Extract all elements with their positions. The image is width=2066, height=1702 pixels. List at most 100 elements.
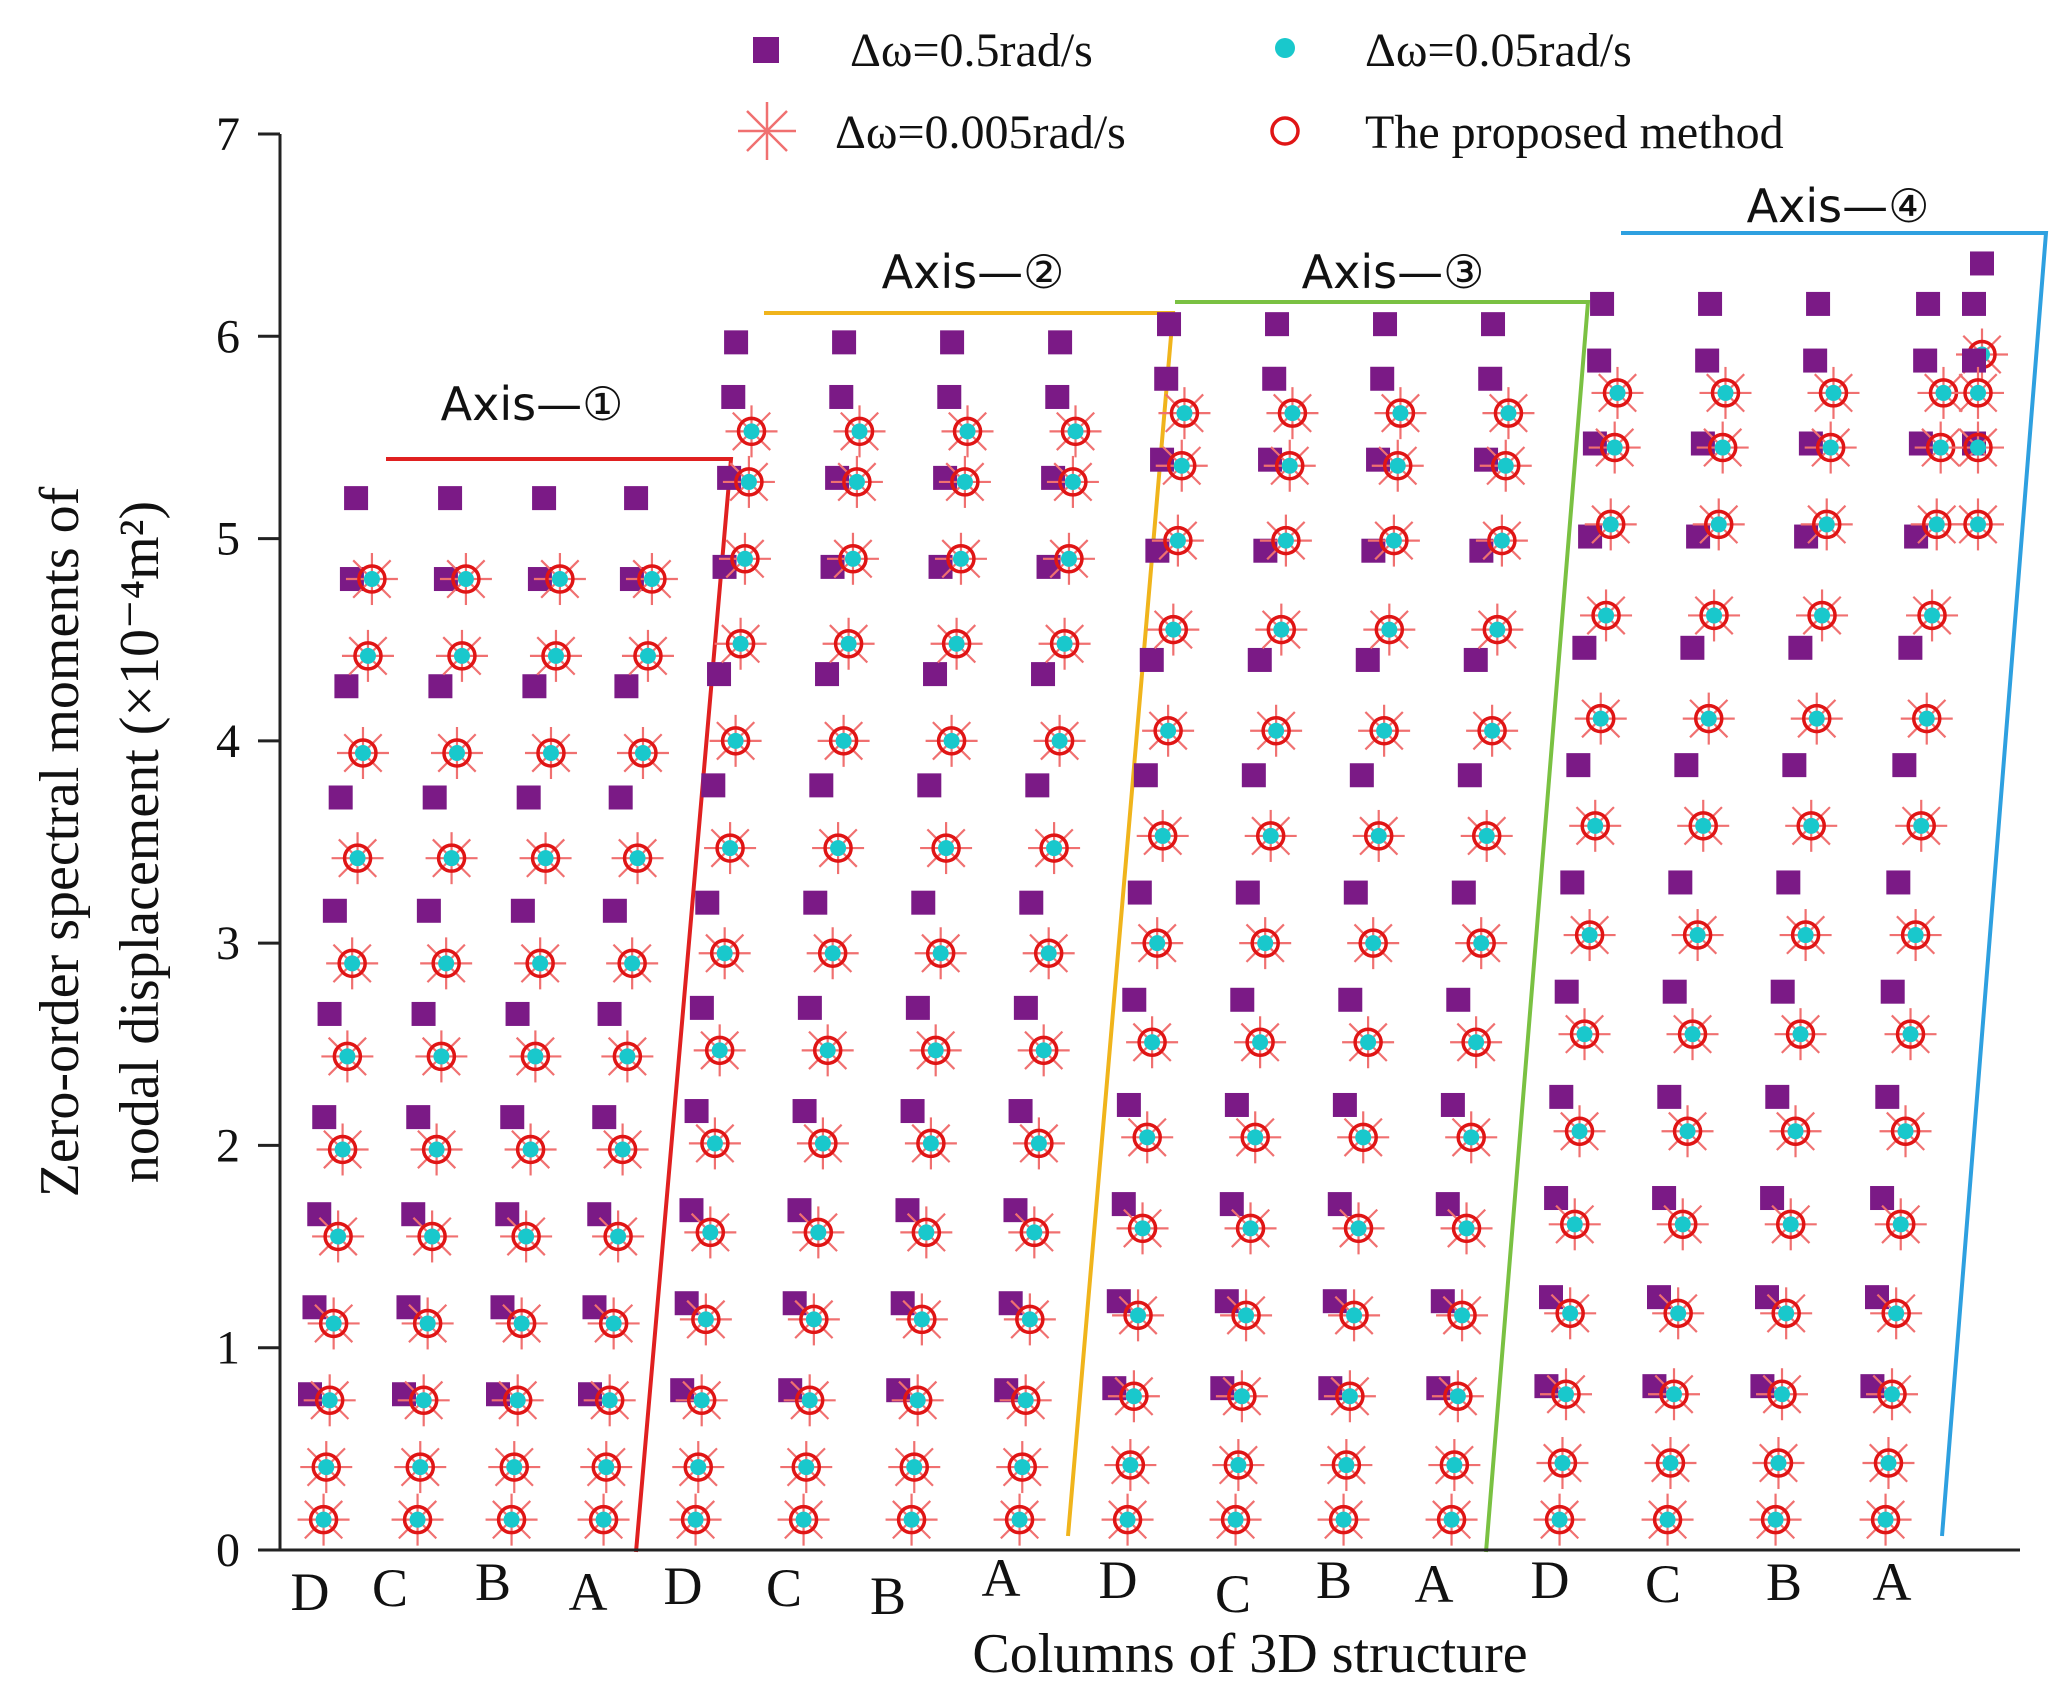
- data-point-circle: [1153, 715, 1183, 746]
- data-point-square: [721, 384, 746, 409]
- data-point-overlay: [1158, 387, 1211, 440]
- data-point-overlay: [1142, 704, 1195, 757]
- data-point-circle: [1963, 432, 1993, 463]
- data-point-dot: [1030, 1135, 1047, 1152]
- data-point-dot: [1026, 1224, 1043, 1241]
- data-point-circle: [421, 1134, 452, 1165]
- data-point-circle: [1456, 1122, 1486, 1153]
- data-point-square: [428, 674, 453, 699]
- data-point-dot: [424, 1228, 441, 1245]
- data-point-square: [614, 674, 639, 699]
- data-point-square: [624, 486, 649, 511]
- data-point-dot: [848, 473, 865, 490]
- data-point-circle: [1123, 1300, 1153, 1331]
- y-axis-title-line1: Zero-order spectral moments of: [29, 486, 91, 1197]
- data-point-circle: [1255, 821, 1286, 851]
- data-point-overlay: [698, 927, 751, 980]
- data-point-square: [312, 1105, 337, 1130]
- data-point-circle: [1487, 525, 1517, 556]
- data-point-circle: [1477, 715, 1507, 746]
- data-point-dot: [1902, 1026, 1919, 1043]
- data-point-dot: [1587, 817, 1604, 834]
- data-point-overlay: [1250, 704, 1303, 757]
- data-point-overlay: [1266, 387, 1319, 440]
- data-point-circle: [1780, 1116, 1811, 1147]
- data-point-dot: [1173, 457, 1190, 474]
- data-point-square: [1013, 995, 1038, 1020]
- data-point-dot: [1056, 635, 1073, 652]
- data-point-overlay: [1460, 809, 1513, 862]
- data-point-dot: [805, 1311, 822, 1328]
- data-point-circle: [1547, 1448, 1578, 1478]
- data-point-circle: [1703, 509, 1734, 540]
- data-point-circle: [1015, 1304, 1045, 1335]
- data-point-square: [1549, 1084, 1574, 1109]
- data-point-square: [1373, 312, 1398, 337]
- data-point-circle: [1599, 432, 1630, 463]
- x-category-label: C: [1215, 1564, 1251, 1624]
- data-point-dot: [932, 945, 949, 962]
- group-boundary-line: [386, 457, 734, 1553]
- data-point-overlay: [1229, 1111, 1282, 1164]
- data-point-circle: [1790, 920, 1821, 950]
- data-point-dot: [938, 840, 955, 857]
- data-point-dot: [1014, 1459, 1031, 1476]
- data-point-circle: [1663, 1298, 1693, 1329]
- data-point-dot: [1493, 532, 1510, 549]
- data-point-overlay: [1425, 1493, 1478, 1546]
- data-point-dot: [1558, 1386, 1575, 1403]
- group-boundary-line: [764, 311, 1176, 1537]
- data-point-square: [1765, 1084, 1790, 1109]
- data-point-circle: [451, 564, 481, 594]
- data-point-square: [1680, 635, 1705, 660]
- y-tick-label: 1: [216, 1322, 240, 1375]
- data-point-circle: [337, 948, 367, 979]
- data-point-square: [1806, 291, 1831, 316]
- data-point-overlay: [1807, 366, 1860, 419]
- data-point-square: [1025, 773, 1050, 798]
- data-point-dot: [1242, 1220, 1259, 1237]
- data-point-overlay: [1785, 799, 1838, 852]
- data-point-dot: [1792, 1026, 1809, 1043]
- data-point-circle: [680, 1504, 711, 1535]
- y-tick-label: 5: [216, 513, 240, 566]
- data-point-circle: [1277, 398, 1308, 428]
- group-label: Axis—①: [441, 377, 624, 431]
- data-point-overlay: [1548, 1198, 1601, 1251]
- data-point-overlay: [1952, 421, 2004, 474]
- data-point-dot: [1376, 722, 1393, 739]
- data-point-circle: [353, 641, 383, 671]
- data-point-square: [317, 1001, 342, 1026]
- data-point-dot: [624, 955, 641, 972]
- data-point-dot: [1233, 1388, 1250, 1405]
- data-point-dot: [1257, 935, 1274, 952]
- data-point-square: [1349, 763, 1374, 788]
- data-point-square: [1133, 763, 1158, 788]
- data-point-dot: [409, 1511, 426, 1528]
- data-point-overlay: [1688, 589, 1741, 642]
- data-point-dot: [1067, 423, 1084, 440]
- data-point-square: [1560, 870, 1585, 895]
- data-point-overlay: [777, 1493, 830, 1546]
- data-point-circle: [952, 416, 983, 447]
- data-point-overlay: [885, 1493, 938, 1546]
- data-point-dot: [1064, 473, 1081, 490]
- data-point-dot: [527, 1048, 544, 1065]
- data-point-dot: [1822, 439, 1839, 456]
- data-point-circle: [357, 564, 387, 594]
- data-point-overlay: [1017, 1024, 1070, 1077]
- data-point-square: [1451, 880, 1476, 905]
- data-point-overlay: [1796, 589, 1849, 642]
- data-point-dot: [1355, 1129, 1372, 1146]
- data-point-circle: [1379, 525, 1409, 556]
- data-point-square: [406, 1105, 431, 1130]
- data-point-dot: [824, 945, 841, 962]
- data-point-circle: [1890, 1116, 1921, 1147]
- data-point-overlay: [1699, 366, 1752, 419]
- data-point-overlay: [500, 1210, 553, 1263]
- data-point-circle: [817, 938, 848, 969]
- data-point-dot: [1970, 516, 1986, 533]
- data-point-square: [592, 1105, 617, 1130]
- data-point-dot: [1277, 532, 1294, 549]
- legend-item-3: The proposed method: [1270, 106, 1784, 159]
